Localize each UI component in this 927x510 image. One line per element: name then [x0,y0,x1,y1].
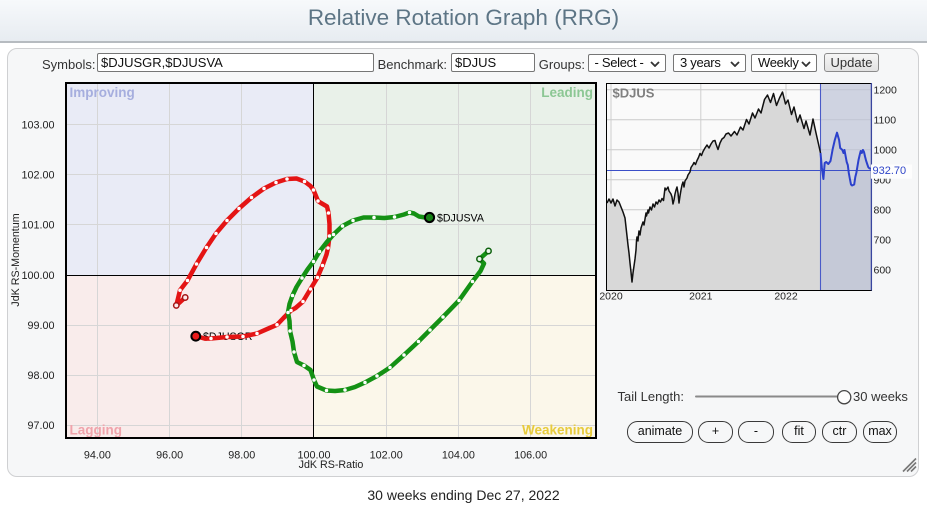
svg-text:102.00: 102.00 [370,449,403,461]
svg-text:JdK RS-Ratio: JdK RS-Ratio [299,459,364,471]
svg-text:97.00: 97.00 [27,420,54,432]
svg-text:1000: 1000 [874,145,898,157]
svg-text:106.00: 106.00 [514,449,547,461]
svg-text:1200: 1200 [874,85,898,97]
svg-text:104.00: 104.00 [442,449,475,461]
svg-text:800: 800 [874,205,892,217]
svg-text:2021: 2021 [689,291,713,303]
svg-text:98.00: 98.00 [228,449,255,461]
svg-text:2022: 2022 [774,291,798,303]
svg-text:98.00: 98.00 [27,370,54,382]
svg-text:Weakening: Weakening [522,423,593,438]
svg-text:$DJUS: $DJUS [613,86,655,101]
svg-text:Lagging: Lagging [70,423,123,438]
svg-text:103.00: 103.00 [21,119,54,131]
svg-text:102.00: 102.00 [21,170,54,182]
svg-text:600: 600 [874,265,892,277]
svg-text:100.00: 100.00 [297,449,330,461]
svg-text:100.00: 100.00 [21,270,54,282]
svg-text:932.70: 932.70 [873,165,907,177]
svg-text:99.00: 99.00 [27,320,54,332]
svg-text:2020: 2020 [599,291,623,303]
svg-text:700: 700 [874,235,892,247]
svg-text:101.00: 101.00 [21,220,54,232]
svg-text:$DJUSVA: $DJUSVA [437,213,485,225]
svg-text:Improving: Improving [70,85,135,100]
svg-text:96.00: 96.00 [156,449,183,461]
svg-text:Leading: Leading [541,85,593,100]
svg-text:94.00: 94.00 [84,449,111,461]
svg-text:JdK RS-Momentum: JdK RS-Momentum [10,213,22,306]
svg-text:1100: 1100 [874,115,897,127]
